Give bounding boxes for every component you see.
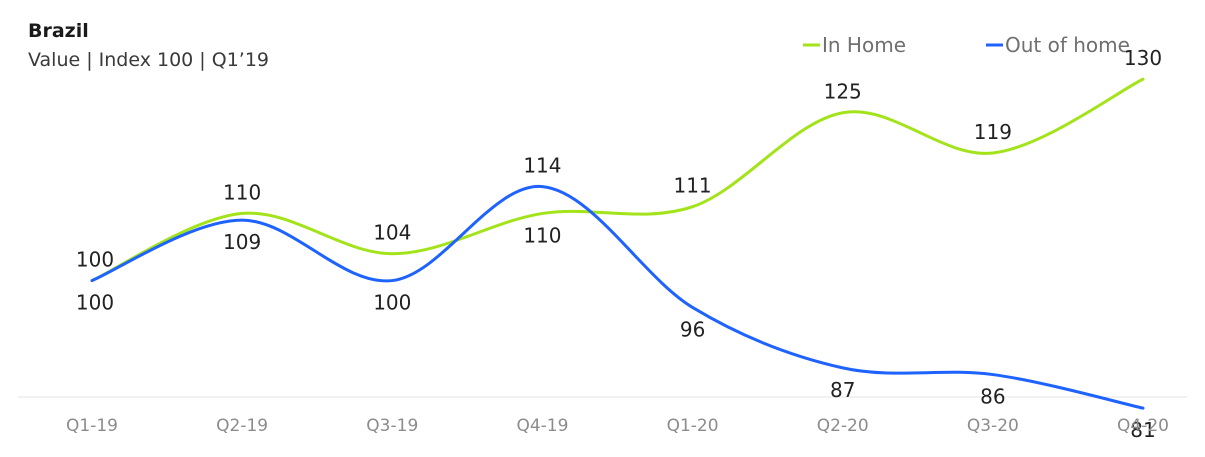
- data-label-out-of-home-q1-20: 96: [680, 317, 705, 341]
- data-label-out-of-home-q1-19: 100: [76, 291, 114, 315]
- x-tick-label-q2-20: Q2-20: [817, 416, 869, 436]
- data-label-in-home-q1-19: 100: [76, 248, 114, 272]
- chart-subtitle: Value | Index 100 | Q1’19: [28, 49, 269, 71]
- x-tick-label-q4-20: Q4-20: [1117, 416, 1169, 436]
- data-label-in-home-q2-20: 125: [824, 80, 862, 104]
- legend-label-out-of-home: Out of home: [1005, 33, 1130, 57]
- legend: In Home Out of home: [803, 33, 1130, 57]
- data-label-out-of-home-q4-19: 114: [523, 154, 561, 178]
- chart-title: Brazil: [28, 20, 89, 42]
- data-label-out-of-home-q2-19: 109: [223, 230, 261, 254]
- data-label-in-home-q2-19: 110: [223, 180, 261, 204]
- series-line-in-home: [90, 77, 1145, 283]
- x-tick-label-q1-19: Q1-19: [66, 416, 118, 436]
- x-tick-label-q3-19: Q3-19: [366, 416, 418, 436]
- data-label-in-home-q3-20: 119: [974, 120, 1012, 144]
- data-label-out-of-home-q2-20: 87: [830, 378, 855, 402]
- x-tick-label-q2-19: Q2-19: [216, 416, 268, 436]
- series-line-out-of-home: [90, 185, 1145, 410]
- data-label-in-home-q4-19: 110: [523, 223, 561, 247]
- data-label-out-of-home-q3-19: 100: [373, 291, 411, 315]
- data-label-out-of-home-q4-20: 81: [1130, 418, 1155, 442]
- x-tick-label-q3-20: Q3-20: [967, 416, 1019, 436]
- x-tick-label-q1-20: Q1-20: [667, 416, 719, 436]
- data-label-in-home-q1-20: 111: [673, 174, 711, 198]
- data-label-out-of-home-q3-20: 86: [980, 385, 1005, 409]
- data-label-in-home-q3-19: 104: [373, 221, 411, 245]
- x-tick-label-q4-19: Q4-19: [516, 416, 568, 436]
- data-label-in-home-q4-20: 130: [1124, 46, 1162, 70]
- legend-label-in-home: In Home: [822, 33, 906, 57]
